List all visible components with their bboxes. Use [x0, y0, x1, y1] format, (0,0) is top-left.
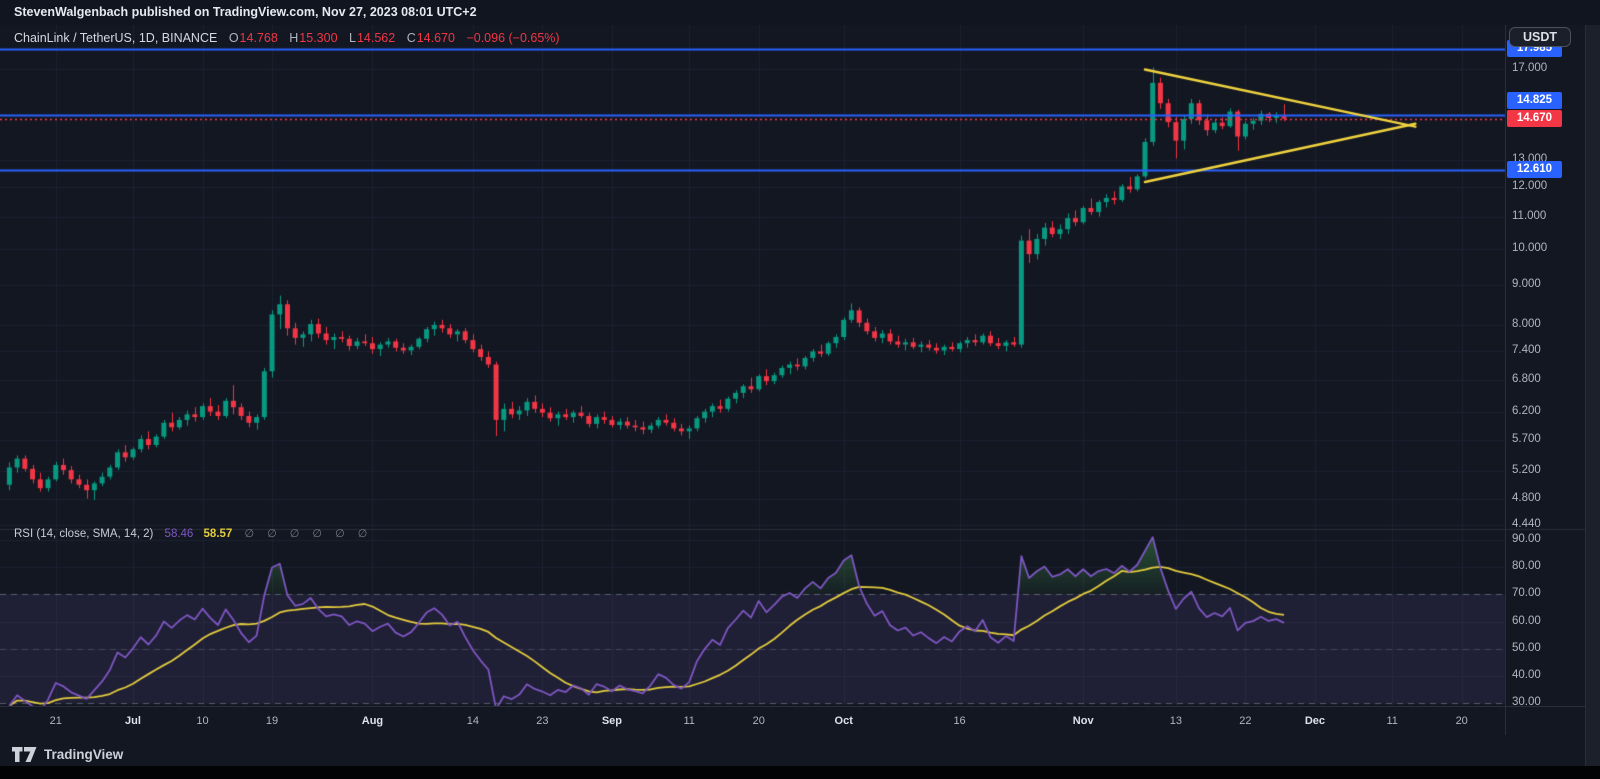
time-tick-label: 23 [536, 715, 549, 727]
time-tick-label: 22 [1239, 715, 1252, 727]
symbol-legend[interactable]: ChainLink / TetherUS, 1D, BINANCE O14.76… [14, 31, 560, 45]
rsi-legend[interactable]: RSI (14, close, SMA, 14, 2) 58.46 58.57 … [14, 527, 372, 540]
high-label: H [289, 31, 299, 45]
time-tick-label: 16 [953, 715, 966, 727]
level-price-label: 14.825 [1507, 91, 1562, 109]
price-tick-label: 9.000 [1512, 277, 1541, 290]
time-tick-label: 20 [1455, 715, 1468, 727]
rsi-sma-value: 58.57 [203, 528, 233, 540]
price-tick-label: 7.400 [1512, 344, 1541, 357]
high-value: 15.300 [299, 31, 338, 45]
symbol-title[interactable]: ChainLink / TetherUS, 1D, BINANCE [14, 31, 218, 45]
price-tick-label: 5.200 [1512, 464, 1541, 477]
time-month-label: Jul [125, 715, 141, 727]
time-month-label: Dec [1304, 715, 1326, 727]
time-tick-label: 19 [265, 715, 279, 727]
price-tick-label: 10.000 [1512, 241, 1548, 254]
price-tick-label: 4.440 [1512, 518, 1541, 531]
publisher-text: StevenWalgenbach published on TradingVie… [14, 5, 477, 19]
rsi-tick-label: 60.00 [1512, 614, 1541, 627]
change-value: −0.096 (−0.65%) [466, 31, 560, 45]
price-tick-label: 11.000 [1512, 209, 1547, 222]
publisher-bar: StevenWalgenbach published on TradingVie… [0, 0, 1600, 25]
rsi-empty-values: ∅ ∅ ∅ ∅ ∅ ∅ [244, 528, 373, 540]
time-tick-label: 10 [196, 715, 209, 727]
low-label: L [349, 31, 356, 45]
price-tick-label: 8.000 [1512, 317, 1541, 330]
time-month-label: Sep [601, 715, 623, 727]
currency-toggle-button[interactable]: USDT [1509, 27, 1572, 47]
open-value: 14.768 [239, 31, 278, 45]
time-tick-label: 14 [466, 715, 480, 727]
time-month-label: Nov [1072, 715, 1094, 727]
right-gutter [1585, 25, 1600, 766]
time-scale[interactable]: 21 Jul 10 19 Aug 14 23 Sep 11 20 Oct 16 Nov 13 22 Dec 11… [0, 706, 1585, 736]
tradingview-logo-icon [12, 746, 37, 762]
footer-branding[interactable]: TradingView [12, 741, 123, 767]
price-tick-label: 12.000 [1512, 179, 1548, 192]
level-price-label: 12.610 [1507, 161, 1562, 179]
close-label: C [406, 31, 416, 45]
time-tick-label: 20 [752, 715, 765, 727]
time-tick-label: 13 [1169, 715, 1182, 727]
low-value: 14.562 [356, 31, 396, 45]
rsi-tick-label: 80.00 [1512, 560, 1541, 573]
price-tick-label: 4.800 [1512, 491, 1541, 504]
rsi-tick-label: 50.00 [1512, 641, 1541, 654]
rsi-tick-label: 40.00 [1512, 668, 1541, 681]
price-scale[interactable] [1505, 25, 1586, 735]
rsi-title[interactable]: RSI (14, close, SMA, 14, 2) [14, 528, 154, 540]
rsi-tick-label: 70.00 [1512, 587, 1541, 600]
close-value: 14.670 [416, 31, 455, 45]
price-tick-label: 6.200 [1512, 404, 1541, 417]
time-month-label: Oct [834, 715, 853, 727]
rsi-value: 58.46 [164, 528, 194, 540]
bottom-letterbox [0, 766, 1600, 779]
time-tick-label: 11 [1386, 715, 1398, 727]
rsi-tick-label: 90.00 [1512, 533, 1541, 545]
price-tick-label: 17.000 [1512, 61, 1548, 74]
open-label: O [228, 31, 239, 45]
tradingview-brand-text: TradingView [44, 746, 124, 762]
time-month-label: Aug [361, 715, 384, 727]
last-price-label: 14.670 [1507, 109, 1562, 127]
time-tick-label: 11 [683, 715, 695, 727]
price-tick-label: 5.700 [1512, 433, 1541, 446]
price-tick-label: 6.800 [1512, 373, 1541, 386]
rsi-tick-label: 30.00 [1512, 696, 1541, 709]
time-tick-label: 21 [49, 715, 62, 727]
